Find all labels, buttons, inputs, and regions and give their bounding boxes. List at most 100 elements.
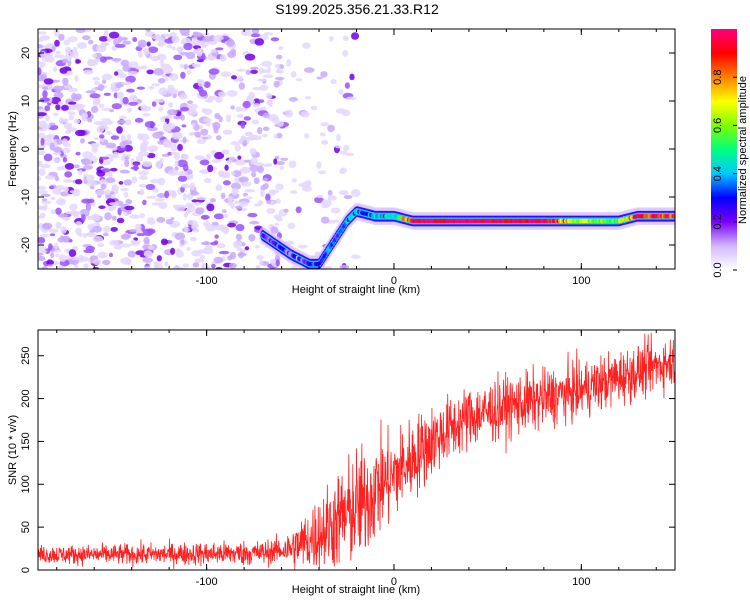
y-tick-label: -10 [20,189,32,205]
noise-blob [38,176,42,182]
noise-blob [176,46,184,52]
noise-blob [220,226,230,233]
noise-blob [295,206,302,214]
noise-blob [146,228,156,235]
noise-blob [219,54,227,62]
noise-blob [222,209,227,213]
noise-blob [70,127,77,132]
noise-blob [261,60,273,67]
noise-blob [184,226,189,233]
noise-blob [121,153,131,158]
noise-blob [109,167,118,172]
noise-blob [247,212,258,218]
noise-blob [111,215,117,221]
noise-blob [100,183,107,191]
noise-blob [86,180,97,187]
noise-blob [288,96,298,102]
noise-blob [215,47,224,51]
colorbar-tick-label: 0.2 [712,214,724,229]
snr-x-axis-label: Height of straight line (km) [292,584,420,596]
noise-blob [339,168,345,175]
noise-blob [329,35,334,42]
noise-blob [202,117,212,123]
noise-blob [230,182,242,190]
y-tick-label: 20 [20,47,32,59]
noise-blob [62,235,70,243]
noise-blob [139,213,145,219]
noise-blob [122,40,132,45]
noise-blob [83,263,89,269]
noise-blob [90,142,100,148]
noise-blob [183,64,188,70]
noise-blob [227,222,237,228]
noise-blob [101,73,113,81]
noise-blob [213,213,225,220]
noise-blob [159,60,165,65]
noise-blob [180,239,185,245]
noise-blob [249,66,259,70]
noise-blob [183,42,193,51]
noise-blob [184,202,195,208]
noise-blob [344,82,350,89]
noise-blob [154,198,165,202]
noise-blob [58,33,65,41]
noise-blob [164,115,172,119]
noise-blob [277,120,284,127]
noise-blob [117,207,122,216]
noise-blob [170,247,176,255]
noise-blob [147,126,158,132]
noise-blob [138,183,147,188]
noise-blob [38,256,46,262]
noise-blob [55,207,62,215]
noise-blob [79,209,90,217]
noise-blob [196,138,207,145]
noise-blob [191,250,202,257]
noise-blob [41,222,53,230]
noise-blob [46,260,55,265]
noise-blob [218,250,230,255]
noise-blob [274,222,279,226]
noise-blob [236,247,244,252]
noise-blob [251,135,262,141]
noise-blob [145,29,151,33]
noise-blob [165,218,174,225]
noise-blob [164,190,170,199]
noise-blob [206,203,215,212]
noise-blob [162,33,172,38]
noise-blob [144,120,156,128]
noise-blob [99,156,110,160]
colorbar-tick-label: 0.4 [712,166,724,181]
noise-blob [259,189,265,197]
noise-blob [115,83,122,89]
noise-blob [132,37,138,42]
noise-blob [41,198,48,202]
noise-blob [116,91,124,100]
noise-blob [177,170,189,177]
noise-blob [156,216,166,223]
noise-blob [73,118,81,124]
noise-blob [69,50,79,59]
noise-blob [99,134,105,139]
noise-blob [75,221,83,226]
noise-blob [226,39,235,47]
noise-blob [256,255,264,261]
noise-blob [137,43,145,48]
noise-blob [222,129,233,135]
noise-blob [61,58,69,64]
noise-blob [98,103,105,109]
noise-blob [220,71,232,78]
noise-blob [224,164,229,171]
noise-blob [91,214,99,220]
noise-blob [69,203,78,211]
noise-blob [343,145,350,151]
x-tick-label: 100 [572,576,590,588]
noise-blob [40,123,51,130]
noise-blob [173,115,182,120]
noise-blob [108,252,114,258]
noise-blob [266,208,276,214]
noise-blob [78,169,83,176]
noise-blob [192,262,200,268]
noise-blob [237,75,243,81]
noise-blob [246,196,253,200]
